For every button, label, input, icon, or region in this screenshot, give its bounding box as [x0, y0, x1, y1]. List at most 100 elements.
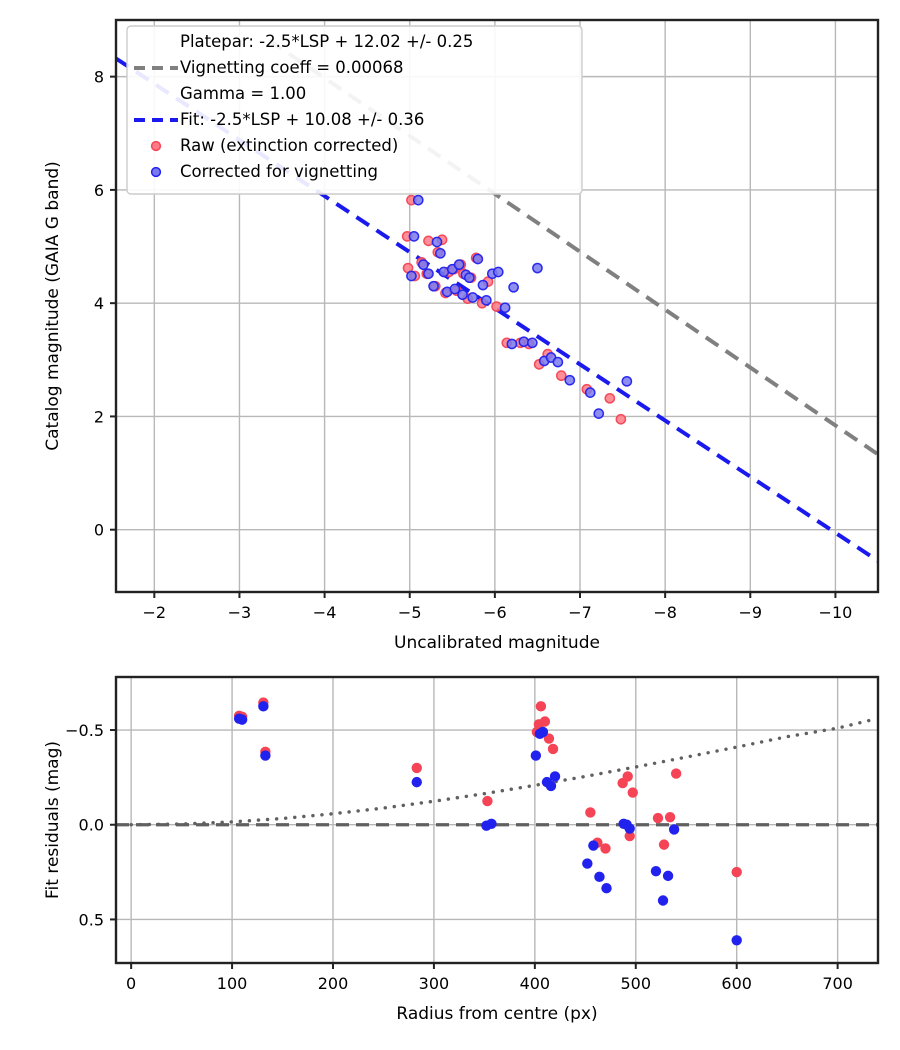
- x-tick-label: 700: [822, 974, 853, 993]
- data-point: [621, 375, 633, 387]
- data-point: [624, 823, 635, 834]
- data-point: [582, 858, 593, 869]
- x-tick-label: −9: [738, 603, 762, 622]
- x-tick-label: −6: [483, 603, 507, 622]
- axes-frame: [114, 675, 880, 965]
- x-tick-label: −7: [568, 603, 592, 622]
- data-point: [535, 701, 547, 712]
- x-tick-label: 500: [621, 974, 652, 993]
- data-point: [258, 701, 269, 712]
- x-axis-label: Uncalibrated magnitude: [394, 633, 600, 653]
- series-raw: [233, 697, 742, 878]
- data-point: [652, 812, 664, 824]
- data-point: [423, 268, 434, 280]
- data-point: [537, 726, 549, 738]
- data-point: [449, 283, 461, 295]
- data-point: [731, 866, 742, 878]
- x-tick-label: −2: [143, 603, 167, 622]
- y-axis-label: Fit residuals (mag): [43, 741, 63, 899]
- data-point: [668, 824, 680, 835]
- data-point: [585, 807, 596, 818]
- y-axis-label: Catalog magnitude (GAIA G band): [43, 161, 63, 451]
- x-tick-label: −8: [653, 603, 677, 622]
- legend-raw-marker: [150, 140, 162, 152]
- data-point: [532, 262, 543, 274]
- y-tick-label: 0.5: [79, 910, 104, 929]
- x-axis-label: Radius from centre (px): [396, 1004, 597, 1024]
- data-point: [453, 259, 465, 271]
- data-point: [506, 338, 518, 350]
- data-point: [457, 289, 468, 301]
- data-point: [486, 818, 497, 829]
- data-point: [658, 839, 670, 850]
- data-point: [564, 374, 576, 386]
- plot-data-area: [116, 697, 878, 946]
- data-point: [624, 830, 635, 842]
- data-point: [547, 743, 559, 755]
- data-point: [622, 771, 633, 782]
- y-tick-label: 8: [94, 68, 104, 87]
- y-tick-label: 0.0: [79, 816, 104, 835]
- data-point: [411, 776, 422, 788]
- x-tick-label: 0: [126, 974, 136, 993]
- data-point: [236, 714, 248, 725]
- data-point: [662, 870, 674, 882]
- x-tick-label: 400: [520, 974, 551, 993]
- axes-frame: [114, 18, 880, 594]
- legend-box: [126, 25, 583, 195]
- x-tick-label: −10: [819, 603, 853, 622]
- fit-residuals-plot: 0 100 200 300 400 500 600 700 −0.5 0.0 0.5 Radius f…: [43, 675, 880, 1024]
- data-point: [594, 871, 605, 883]
- data-point: [492, 266, 504, 278]
- data-point: [472, 253, 484, 265]
- data-point: [604, 392, 616, 404]
- vignetting-model-curve: [129, 717, 875, 827]
- data-point: [552, 356, 564, 368]
- y-tick-label: 0: [94, 521, 104, 540]
- data-point: [593, 408, 605, 419]
- legend-vignetting-coeff: Vignetting coeff = 0.00068: [180, 58, 404, 77]
- data-point: [664, 811, 676, 823]
- legend-corrected-marker: [150, 166, 162, 178]
- data-point: [650, 865, 662, 877]
- x-tick-label: 100: [217, 974, 248, 993]
- data-point: [627, 787, 638, 798]
- data-point: [418, 259, 429, 271]
- data-point: [411, 762, 422, 774]
- x-tick-label: −5: [398, 603, 422, 622]
- legend-corrected: Corrected for vignetting: [180, 162, 378, 181]
- data-point: [549, 771, 561, 782]
- data-point: [499, 302, 511, 314]
- data-point: [467, 292, 479, 303]
- data-point: [600, 843, 611, 854]
- data-point: [584, 387, 596, 398]
- data-point: [555, 370, 567, 382]
- data-point: [657, 895, 669, 906]
- legend-raw: Raw (extinction corrected): [180, 136, 398, 155]
- data-point: [481, 294, 492, 306]
- data-point: [588, 840, 599, 851]
- data-point: [431, 236, 443, 248]
- data-point: [526, 337, 538, 349]
- legend-fit: Fit: -2.5*LSP + 10.08 +/- 0.36: [180, 110, 424, 129]
- data-point: [477, 279, 489, 291]
- data-point: [545, 780, 557, 792]
- series-corrected: [233, 701, 742, 946]
- legend-platepar-label: Platepar: -2.5*LSP + 12.02 +/- 0.25: [180, 32, 473, 51]
- y-tick-label: 2: [94, 407, 104, 426]
- data-point: [260, 750, 271, 761]
- data-point: [508, 281, 519, 293]
- data-point: [491, 301, 502, 312]
- x-tick-label: 300: [419, 974, 450, 993]
- data-point: [731, 935, 742, 946]
- data-point: [601, 882, 612, 894]
- x-tick-label: −4: [313, 603, 337, 622]
- x-tick-label: 600: [721, 974, 752, 993]
- data-point: [530, 750, 542, 761]
- data-point: [408, 230, 420, 242]
- y-tick-label: 6: [94, 181, 104, 200]
- x-tick-label: −3: [228, 603, 252, 622]
- data-point: [406, 270, 417, 282]
